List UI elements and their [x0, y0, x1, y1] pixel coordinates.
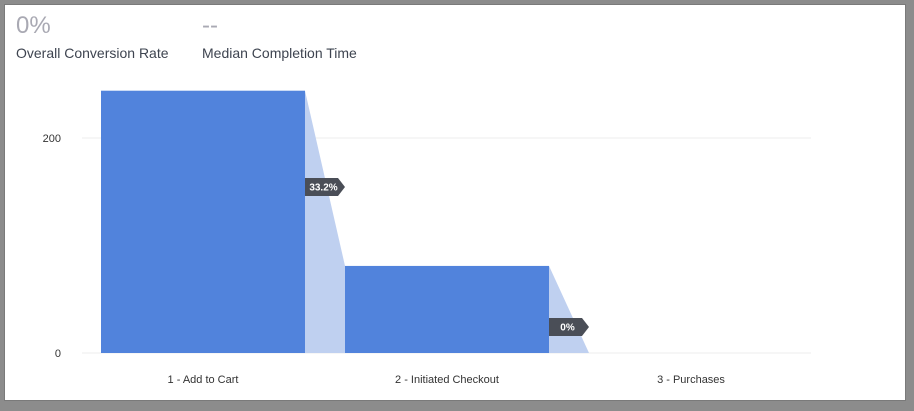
funnel-bar[interactable]	[101, 90, 305, 353]
median-completion-stat: -- Median Completion Time	[202, 11, 357, 61]
overall-conversion-value: 0%	[16, 12, 51, 39]
y-tick-label: 0	[55, 348, 61, 360]
conversion-badge	[305, 178, 345, 196]
dropoff-area	[305, 90, 345, 353]
median-completion-label: Median Completion Time	[202, 45, 357, 61]
conversion-rate-label: 0%	[560, 323, 575, 334]
funnel-bar[interactable]	[345, 265, 549, 353]
overall-conversion-stat: 0% Overall Conversion Rate	[16, 11, 169, 61]
conversion-badge	[549, 318, 589, 336]
y-tick-label: 200	[43, 133, 61, 145]
funnel-panel: 0% Overall Conversion Rate -- Median Com…	[4, 4, 906, 401]
x-category-label: 3 - Purchases	[657, 374, 725, 386]
funnel-chart: 0 200 33.2% 0% 1 - Add to Cart 2 - Initiated …	[43, 90, 811, 386]
x-category-label: 1 - Add to Cart	[168, 374, 239, 386]
conversion-rate-label: 33.2%	[309, 183, 337, 194]
overall-conversion-label: Overall Conversion Rate	[16, 45, 169, 61]
median-completion-value: --	[202, 12, 218, 39]
x-category-label: 2 - Initiated Checkout	[395, 374, 499, 386]
dropoff-area	[549, 265, 589, 353]
